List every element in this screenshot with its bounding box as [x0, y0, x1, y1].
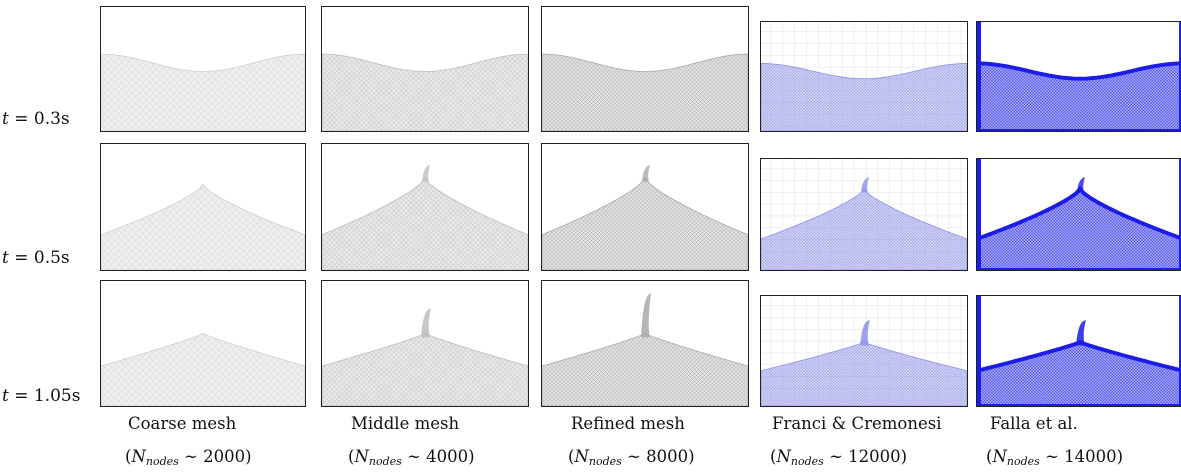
node-count-refined: (Nnodes ∼ 8000) — [568, 447, 695, 468]
row-label-t105: t = 1.05s — [2, 386, 80, 406]
fluid-render — [977, 296, 1181, 406]
time-value: = 0.5s — [8, 248, 70, 268]
panel-franci-t05 — [760, 158, 968, 271]
fluid-render — [977, 159, 1181, 270]
fluid-body — [101, 333, 305, 406]
jet-tip — [1076, 320, 1086, 346]
caption-falla: Falla et al. — [990, 414, 1078, 433]
fluid-body — [542, 333, 748, 406]
fluid-render — [101, 53, 305, 131]
fluid-render — [761, 296, 967, 406]
panel-franci-t03 — [760, 21, 968, 132]
time-value: = 1.05s — [8, 386, 81, 406]
node-count-middle: (Nnodes ∼ 4000) — [348, 447, 475, 468]
fluid-body — [977, 340, 1181, 406]
jet-tip — [641, 293, 651, 338]
fluid-body — [322, 177, 528, 270]
fluid-body — [977, 61, 1181, 131]
time-value: = 0.3s — [8, 109, 70, 129]
fluid-render — [761, 22, 967, 131]
jet-tip — [422, 164, 430, 182]
panel-coarse-t105 — [100, 280, 306, 407]
panel-coarse-t03 — [100, 6, 306, 132]
panel-falla-t03 — [976, 21, 1181, 132]
time-variable: t — [2, 109, 9, 129]
fluid-body — [761, 188, 967, 270]
fluid-render — [322, 308, 528, 406]
fluid-render — [322, 164, 528, 270]
panel-coarse-t05 — [100, 143, 306, 271]
fluid-body — [101, 53, 305, 131]
fluid-render — [101, 183, 305, 270]
node-count-falla: (Nnodes ∼ 14000) — [986, 447, 1124, 468]
fluid-body — [101, 183, 305, 270]
panel-franci-t105 — [760, 295, 968, 407]
node-count-franci: (Nnodes ∼ 12000) — [770, 447, 908, 468]
panel-falla-t105 — [976, 295, 1181, 407]
fluid-body — [322, 53, 528, 131]
fluid-render — [977, 22, 1181, 131]
panel-falla-t05 — [976, 158, 1181, 271]
fluid-body — [977, 185, 1181, 270]
panel-middle-t05 — [321, 143, 529, 271]
jet-tip — [421, 308, 431, 338]
jet-tip — [642, 164, 650, 182]
caption-coarse-mesh: Coarse mesh — [128, 414, 237, 433]
jet-tip — [860, 320, 870, 346]
panel-refined-t105 — [541, 280, 749, 407]
fluid-render — [761, 159, 967, 270]
fluid-render — [542, 164, 748, 270]
caption-refined-mesh: Refined mesh — [571, 414, 685, 433]
node-count-coarse: (Nnodes ∼ 2000) — [125, 447, 252, 468]
panel-middle-t03 — [321, 6, 529, 132]
panel-refined-t03 — [541, 6, 749, 132]
fluid-render — [542, 293, 748, 406]
time-variable: t — [2, 248, 9, 268]
fluid-render — [542, 53, 748, 131]
fluid-body — [761, 63, 967, 131]
row-label-t03: t = 0.3s — [2, 109, 70, 129]
jet-tip — [1077, 177, 1085, 193]
caption-franci-cremonesi: Franci & Cremonesi — [772, 414, 942, 433]
time-variable: t — [2, 386, 9, 406]
panel-refined-t05 — [541, 143, 749, 271]
fluid-render — [322, 53, 528, 131]
fluid-render — [101, 333, 305, 406]
fluid-body — [322, 333, 528, 406]
fluid-body — [542, 177, 748, 270]
fluid-body — [761, 341, 967, 406]
row-label-t05: t = 0.5s — [2, 248, 70, 268]
caption-middle-mesh: Middle mesh — [351, 414, 460, 433]
panel-middle-t105 — [321, 280, 529, 407]
fluid-body — [542, 53, 748, 131]
jet-tip — [861, 177, 869, 193]
